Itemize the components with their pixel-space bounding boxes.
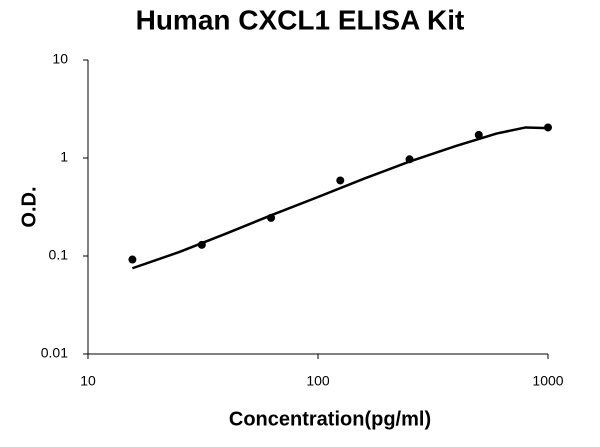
x-tick-label: 10 [80, 373, 96, 389]
x-tick-label: 100 [306, 373, 330, 389]
y-tick-label: 1 [60, 149, 68, 165]
x-axis-title: Concentration(pg/ml) [229, 408, 431, 430]
data-point [267, 213, 276, 222]
data-point [128, 255, 137, 264]
data-point [474, 130, 483, 139]
data-point [405, 155, 414, 164]
y-tick-label: 0.1 [49, 247, 69, 263]
data-point [197, 240, 206, 249]
y-tick-label: 0.01 [41, 345, 68, 361]
data-point [336, 176, 345, 185]
fit-curve [132, 126, 549, 270]
x-tick-label: 1000 [532, 373, 563, 389]
y-tick-label: 10 [52, 51, 68, 67]
chart-title: Human CXCL1 ELISA Kit [136, 4, 465, 35]
data-point [544, 123, 552, 132]
y-axis-title: O.D. [18, 186, 40, 227]
